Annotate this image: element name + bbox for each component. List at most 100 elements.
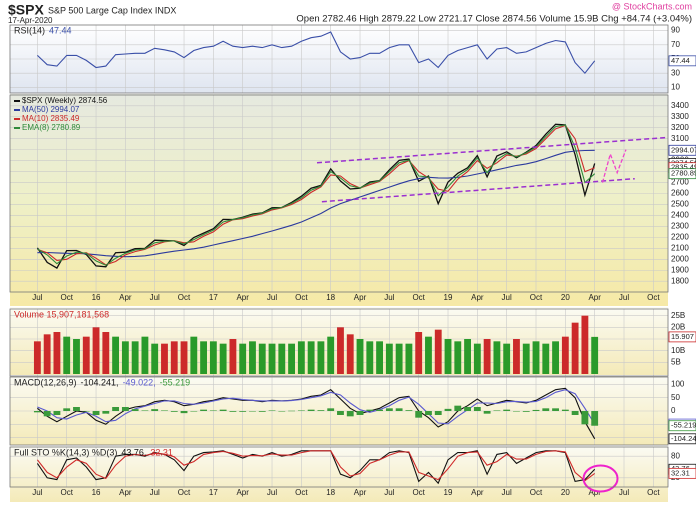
volume-bar [503, 343, 511, 374]
panel-frame [9, 24, 669, 94]
histogram-bar [591, 411, 599, 426]
y-tick-label: 2500 [671, 200, 689, 209]
x-tick-label: Jul [502, 293, 512, 302]
histogram-bar [532, 409, 540, 411]
volume-bar [200, 341, 208, 374]
histogram-bar [288, 410, 296, 412]
x-tick-label: Oct [178, 488, 191, 497]
volume-bar [552, 341, 559, 374]
panel-frame [9, 94, 669, 293]
histogram-bar [503, 409, 511, 411]
y-tick-label: 2400 [671, 211, 689, 220]
y-tick-label: 2300 [671, 222, 689, 231]
histogram-bar [161, 410, 168, 411]
last-value-box [668, 55, 696, 67]
x-tick-label: Apr [588, 488, 601, 497]
histogram-bar [444, 408, 452, 411]
histogram-bar [268, 410, 276, 411]
last-value-label: 2994.07 [671, 145, 696, 154]
volume-bar [112, 336, 120, 374]
histogram-bar [552, 408, 559, 411]
histogram-bar [561, 409, 569, 411]
histogram-bar [102, 411, 110, 414]
x-tick-label: Jul [267, 488, 277, 497]
volume-bar [385, 343, 393, 374]
y-tick-label: 3300 [671, 112, 689, 121]
volume-bar [483, 339, 491, 374]
y-tick-label: 5B [671, 357, 681, 366]
y-tick-label: 30 [671, 68, 680, 77]
y-tick-label: 20B [671, 322, 685, 331]
volume-bar [376, 341, 383, 374]
last-value-label: 2835.49 [671, 163, 696, 172]
y-tick-label: 2700 [671, 178, 689, 187]
x-tick-label: Oct [295, 293, 308, 302]
volume-bar [53, 332, 61, 374]
x-tick-label: 19 [444, 293, 453, 302]
panel-frame [9, 308, 669, 377]
last-value-box [668, 467, 696, 479]
highlight-circle [582, 464, 619, 493]
last-value-box [668, 331, 696, 343]
histogram-bar [454, 405, 462, 411]
histogram-bar [385, 408, 393, 411]
y-tick-label: 2000 [671, 254, 689, 263]
x-tick-label: Oct [60, 488, 73, 497]
series-group [33, 315, 599, 374]
volume-bar [405, 343, 413, 374]
legend-label: -49.022, [123, 377, 156, 387]
volume-bar [425, 336, 432, 374]
volume-bar [542, 343, 550, 374]
volume-bar [141, 336, 149, 374]
y-tick-label: 2600 [671, 189, 689, 198]
histogram-bar [434, 411, 442, 415]
histogram-bar [141, 410, 149, 411]
volume-bar [493, 341, 501, 374]
x-tick-label: 20 [561, 488, 570, 497]
volume-bar [82, 336, 90, 374]
histogram-bar [219, 409, 227, 411]
histogram-bar [239, 411, 247, 412]
volume-bar [121, 341, 129, 374]
histogram-bar [249, 411, 256, 412]
series-line [37, 124, 595, 266]
y-tick-label: 10 [671, 83, 680, 92]
histogram-bar [63, 408, 71, 411]
x-tick-label: 16 [92, 293, 101, 302]
symbol: $SPX [8, 2, 44, 18]
histogram-bar [121, 407, 129, 411]
histogram-bar [278, 411, 286, 412]
histogram-bar [317, 410, 325, 411]
histogram-bar [151, 409, 159, 411]
x-tick-label: Jul [502, 488, 512, 497]
volume-bar [337, 327, 344, 374]
last-value-box [668, 433, 696, 445]
volume-bar [444, 339, 452, 374]
trendline [316, 136, 667, 164]
x-tick-label: Apr [354, 293, 367, 302]
volume-bar [151, 343, 159, 374]
histogram-bar [483, 411, 491, 414]
volume-bar [522, 343, 530, 374]
volume-bar [297, 341, 305, 374]
volume-bar [209, 341, 217, 374]
histogram-bar [33, 411, 41, 413]
x-tick-label: Jul [32, 293, 42, 302]
x-tick-label: 17 [209, 293, 218, 302]
volume-bar [33, 341, 41, 374]
y-tick-label: 100 [671, 379, 685, 388]
y-tick-label: 0 [671, 406, 676, 415]
y-tick-label: 80 [671, 451, 680, 460]
x-tick-label: 17 [209, 488, 218, 497]
volume-bar [73, 339, 80, 374]
last-value-label: 47.44 [671, 56, 690, 65]
x-tick-label: Apr [471, 488, 484, 497]
x-tick-label: Jul [384, 488, 394, 497]
last-value-box [668, 420, 696, 432]
histogram-bar [170, 411, 178, 412]
histogram-bar [229, 411, 237, 412]
legend-label: $SPX (Weekly) 2874.56 [22, 96, 108, 105]
volume-bar [317, 341, 325, 374]
histogram-bar [376, 409, 383, 411]
x-tick-label: Apr [236, 293, 249, 302]
